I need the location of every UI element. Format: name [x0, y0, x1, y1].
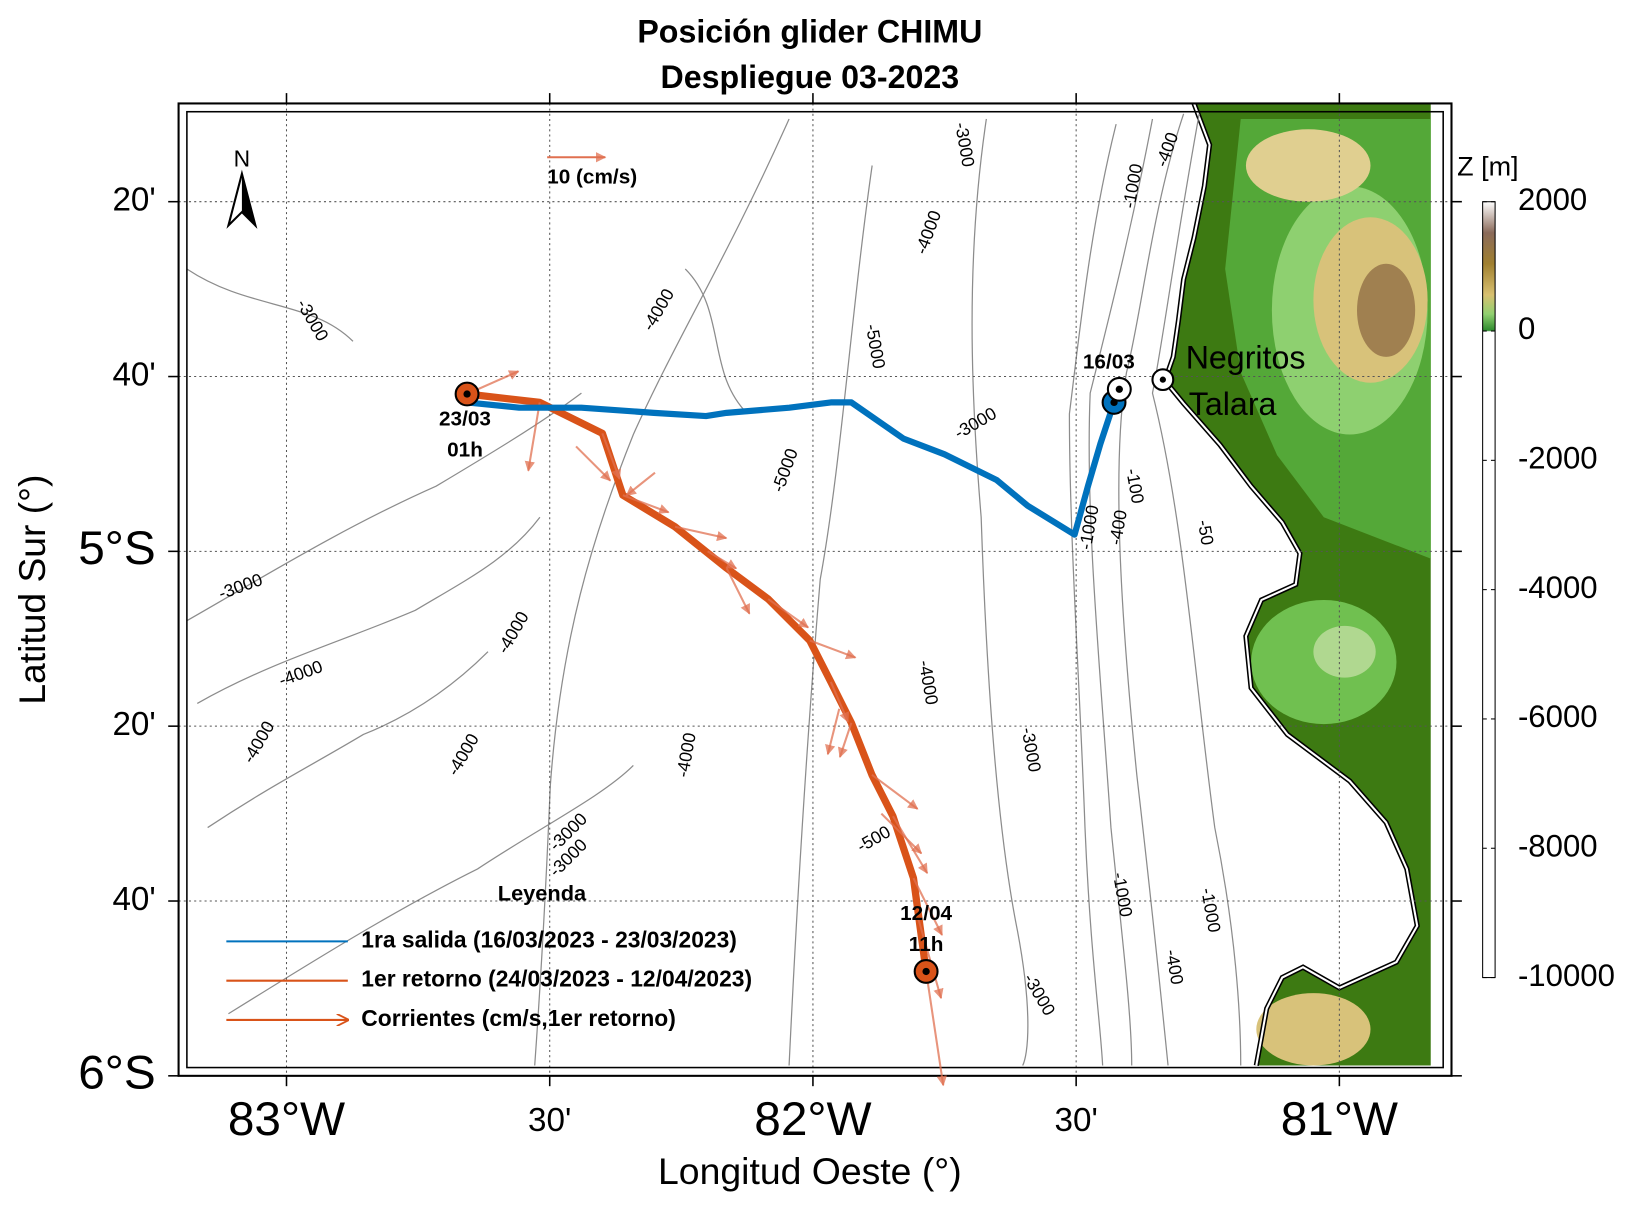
contour-label: -1000: [1197, 886, 1225, 934]
contour-label: -4000: [276, 656, 325, 690]
legend-title: Leyenda: [498, 881, 587, 906]
title: Despliegue 03-2023: [661, 59, 960, 95]
contour-label: -4000: [672, 731, 700, 779]
contour-label: -400: [1162, 948, 1188, 986]
date-annotation: 23/03: [439, 407, 491, 430]
y-tick-label: 40': [112, 356, 155, 393]
legend: 1ra salida (16/03/2023 - 23/03/2023) 1er …: [226, 926, 752, 1031]
colorbar-tick-label: -8000: [1518, 829, 1598, 864]
current-arrow: [725, 567, 751, 615]
current-arrow: [837, 722, 853, 758]
current-arrow: [871, 773, 919, 810]
contour-label: -5000: [768, 445, 802, 494]
date-annotation: 12/04: [900, 902, 952, 925]
x-tick-label: 30': [528, 1102, 571, 1139]
turn-marker: [463, 390, 471, 398]
y-axis-label: Latitud Sur (°): [11, 475, 53, 705]
contour-label: -4000: [493, 608, 533, 657]
colorbar-tick-label: -4000: [1518, 570, 1598, 605]
x-tick-label: 83°W: [228, 1093, 345, 1146]
current-arrow: [707, 550, 738, 570]
contour-label: -400: [1151, 129, 1182, 169]
frame-outer: [177, 102, 1453, 1077]
contour-label: -3000: [1018, 726, 1046, 774]
current-arrow: [601, 432, 622, 480]
legend-label: 1er retorno (24/03/2023 - 12/04/2023): [361, 966, 752, 992]
current-arrow: [912, 877, 943, 936]
contour-label: -4000: [443, 730, 483, 779]
contour-label: -4000: [911, 208, 945, 257]
colorbar-tick-label: -2000: [1518, 441, 1598, 476]
current-arrow: [674, 525, 728, 542]
y-tick-label: 20': [112, 181, 155, 218]
north-label: N: [234, 145, 250, 171]
y-tick-label: 20': [112, 706, 155, 743]
current-arrow: [917, 918, 944, 1000]
contour-label: -3000: [293, 296, 333, 345]
current-arrow: [575, 445, 612, 482]
scale-label: 10 (cm/s): [547, 165, 637, 188]
contour-label: -3000: [1019, 970, 1059, 1019]
current-arrow: [809, 639, 857, 660]
place-label: Negritos: [1186, 340, 1306, 376]
colorbar-tick-label: -10000: [1518, 958, 1615, 993]
contour-label: -1000: [1119, 162, 1147, 210]
land: [1162, 102, 1431, 1066]
x-tick-label: 81°W: [1281, 1093, 1398, 1146]
glider-track: [466, 399, 1118, 538]
north-arrow: [226, 169, 258, 229]
contour-label: -100: [1122, 467, 1148, 505]
colorbar-tick-label: 2000: [1518, 182, 1587, 217]
legend-label: Corrientes (cm/s,1er retorno): [361, 1005, 676, 1031]
date-annotation: 11h: [909, 933, 944, 956]
current-arrow: [767, 598, 810, 629]
contour-label: -1000: [1109, 871, 1137, 919]
y-tick-label: 6°S: [78, 1046, 156, 1099]
current-arrow: [925, 971, 947, 1087]
contours: [186, 113, 1242, 1066]
colorbar-tick-label: 0: [1518, 311, 1535, 346]
contour-label: -3000: [951, 121, 979, 169]
contour-label: -4000: [915, 659, 943, 707]
contour-label: -5000: [862, 322, 890, 370]
current-arrow: [625, 471, 656, 497]
x-tick-label: 30': [1054, 1102, 1097, 1139]
colorbar-label: Z [m]: [1457, 152, 1518, 182]
y-tick-label: 5°S: [78, 522, 156, 575]
current-arrow: [892, 815, 929, 874]
contour-label: -3000: [216, 569, 265, 603]
x-axis-label: Longitud Oeste (°): [658, 1150, 962, 1192]
colorbar-tick-label: -6000: [1518, 699, 1598, 734]
current-arrow: [622, 494, 670, 514]
date-annotation: 01h: [447, 438, 483, 461]
current-arrow: [524, 402, 541, 472]
current-arrow: [829, 681, 850, 723]
x-tick-label: 82°W: [754, 1093, 871, 1146]
contour-label: -400: [1105, 508, 1131, 546]
current-arrow: [825, 708, 841, 756]
place-label: Talara: [1189, 386, 1277, 422]
contour-label: -500: [853, 821, 894, 856]
end-marker: [922, 967, 930, 976]
start-marker: [1115, 385, 1123, 393]
date-annotation: 16/03: [1083, 351, 1135, 374]
legend-label: 1ra salida (16/03/2023 - 23/03/2023): [361, 926, 737, 952]
frame-inner: [186, 110, 1444, 1069]
current-arrow: [880, 812, 923, 855]
contour-label: -4000: [638, 285, 678, 334]
title: Posición glider CHIMU: [637, 14, 982, 50]
place-marker: [1159, 376, 1166, 383]
contour-label: -50: [1194, 518, 1218, 547]
contour-label: -4000: [238, 717, 278, 766]
y-tick-label: 40': [112, 881, 155, 918]
